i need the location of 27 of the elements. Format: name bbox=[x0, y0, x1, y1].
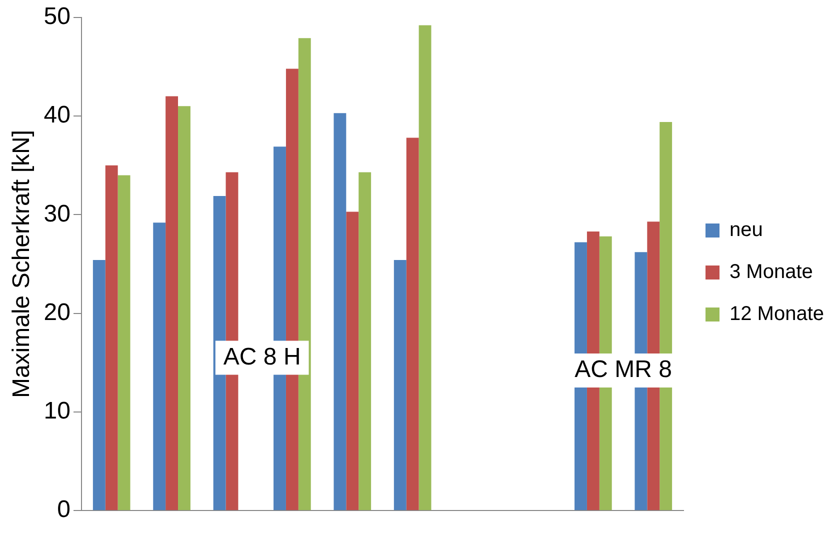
bar bbox=[660, 122, 672, 510]
y-tick-label: 40 bbox=[44, 102, 70, 129]
annotation: AC 8 H bbox=[223, 343, 301, 370]
bar bbox=[105, 165, 118, 510]
bar bbox=[286, 68, 298, 510]
bar bbox=[153, 222, 166, 510]
legend-label: neu bbox=[729, 219, 763, 242]
y-tick-label: 10 bbox=[44, 398, 70, 425]
bar bbox=[394, 260, 406, 510]
legend-label: 12 Monate bbox=[729, 303, 824, 326]
bar bbox=[334, 113, 346, 510]
bar bbox=[298, 38, 311, 510]
bar bbox=[178, 106, 190, 510]
bar bbox=[346, 212, 359, 510]
y-axis-title: Maximale Scherkraft [kN] bbox=[8, 130, 36, 398]
bar bbox=[358, 172, 372, 510]
y-tick-label: 20 bbox=[44, 298, 70, 326]
y-tick-label: 50 bbox=[44, 3, 70, 30]
bar bbox=[166, 96, 178, 510]
bar bbox=[406, 138, 419, 510]
y-tick-label: 30 bbox=[44, 200, 70, 228]
bar bbox=[118, 175, 130, 510]
bar bbox=[92, 260, 106, 510]
legend-label: 3 Monate bbox=[729, 261, 813, 284]
annotation: AC MR 8 bbox=[574, 356, 672, 384]
y-tick-label: 0 bbox=[57, 496, 70, 524]
bar bbox=[418, 25, 432, 510]
